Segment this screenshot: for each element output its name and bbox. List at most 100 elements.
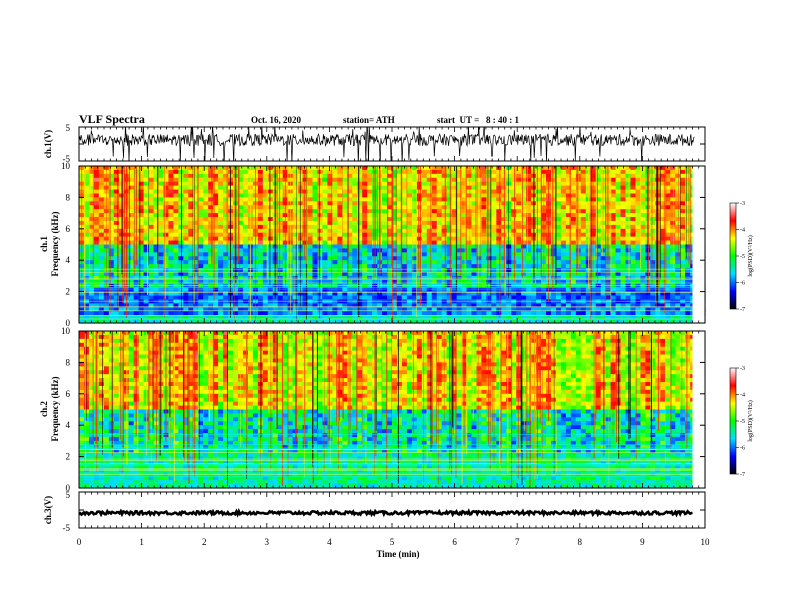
spectrogram-cell bbox=[93, 197, 100, 202]
spectrogram-cell bbox=[183, 244, 189, 250]
spectrogram-cell bbox=[526, 279, 532, 285]
spectrogram-cell bbox=[620, 232, 627, 238]
spectrogram-cell bbox=[158, 201, 165, 206]
spectrogram-cell bbox=[665, 224, 671, 230]
spectrogram-cell bbox=[203, 228, 209, 234]
spectrogram-cell bbox=[560, 279, 567, 285]
spectrogram-cell bbox=[660, 232, 666, 238]
spectrogram-cell bbox=[367, 256, 373, 261]
spectrogram-cell bbox=[163, 264, 170, 269]
spectrogram-cell bbox=[406, 201, 413, 206]
spectrogram-cell bbox=[183, 271, 189, 277]
spectrogram-cell bbox=[327, 205, 333, 210]
spectrogram-cell bbox=[446, 271, 453, 277]
spectrogram-cell bbox=[526, 275, 532, 281]
spectrogram-cell bbox=[471, 217, 478, 222]
spectrogram-cell bbox=[173, 181, 179, 187]
spectrogram-cell bbox=[347, 181, 353, 187]
spectrogram-cell bbox=[506, 193, 512, 198]
spectrogram-cell bbox=[133, 271, 140, 277]
spectrogram-cell bbox=[680, 213, 686, 218]
spectrogram-cell bbox=[411, 193, 418, 198]
spectrogram-cell bbox=[277, 260, 284, 265]
spectrogram-cell bbox=[188, 252, 194, 257]
spectrogram-cell bbox=[466, 244, 473, 250]
spectrogram-cell bbox=[377, 283, 383, 289]
spectrogram-cell bbox=[426, 205, 433, 210]
spectrogram-cell bbox=[670, 260, 676, 265]
spectrogram-cell bbox=[620, 311, 627, 316]
spectrogram-cell bbox=[213, 291, 219, 297]
spectrogram-cell bbox=[466, 232, 473, 238]
spectrogram-cell bbox=[242, 213, 249, 218]
spectrogram-cell bbox=[580, 224, 587, 230]
spectrogram-cell bbox=[526, 201, 532, 206]
spectrogram-cell bbox=[188, 224, 194, 230]
spectrogram-cell bbox=[476, 205, 483, 210]
spectrogram-cell bbox=[406, 287, 413, 293]
spectrogram-cell bbox=[337, 311, 343, 316]
spectrogram-cell bbox=[580, 311, 587, 316]
spectrogram-cell bbox=[377, 275, 383, 281]
spectrogram-cell bbox=[411, 283, 418, 289]
spectrogram-cell bbox=[511, 271, 517, 277]
spectrogram-cell bbox=[426, 248, 433, 253]
spectrogram-cell bbox=[451, 213, 458, 218]
spectrogram-cell bbox=[213, 236, 219, 242]
spectrogram-cell bbox=[675, 283, 681, 289]
spectrogram-cell bbox=[481, 279, 487, 285]
spectrogram-cell bbox=[531, 303, 537, 308]
spectrogram-cell bbox=[496, 205, 502, 210]
spectrogram-cell bbox=[411, 209, 418, 214]
spectrogram-cell bbox=[590, 224, 597, 230]
spectrogram-cell bbox=[481, 264, 487, 269]
spectrogram-cell bbox=[267, 205, 274, 210]
spectrogram-cell bbox=[610, 248, 617, 253]
spectrogram-cell bbox=[595, 181, 602, 187]
spectrogram-cell bbox=[491, 224, 497, 230]
spectrogram-cell bbox=[108, 315, 115, 320]
spectrogram-cell bbox=[252, 319, 259, 324]
spectrogram-cell bbox=[242, 264, 249, 269]
spectrogram-cell bbox=[103, 315, 110, 320]
spectrogram-cell bbox=[476, 264, 483, 269]
spectrogram-cell bbox=[655, 169, 661, 175]
spectrogram-cell bbox=[342, 311, 348, 316]
spectrogram-cell bbox=[521, 169, 527, 175]
spectrogram-cell bbox=[496, 256, 502, 261]
spectrogram-cell bbox=[163, 268, 170, 273]
spectrogram-cell bbox=[128, 311, 135, 316]
spectrogram-cell bbox=[521, 217, 527, 222]
spectrogram-cell bbox=[570, 248, 577, 253]
spectrogram-cell bbox=[322, 228, 329, 234]
spectrogram-cell bbox=[168, 252, 174, 257]
spectrogram-cell bbox=[401, 213, 408, 218]
spectrogram-cell bbox=[113, 217, 120, 222]
spectrogram-cell bbox=[223, 224, 229, 230]
spectrogram-cell bbox=[491, 236, 497, 242]
spectrogram-cell bbox=[521, 205, 527, 210]
spectrogram-cell bbox=[307, 228, 314, 234]
spectrogram-cell bbox=[610, 264, 617, 269]
spectrogram-cell bbox=[372, 295, 378, 301]
spectrogram-cell bbox=[108, 256, 115, 261]
spectrogram-cell bbox=[605, 181, 612, 187]
spectrogram-cell bbox=[640, 268, 646, 273]
spectrogram-cell bbox=[580, 173, 587, 179]
spectrogram-cell bbox=[332, 283, 338, 289]
spectrogram-cell bbox=[342, 173, 348, 179]
spectrogram-cell bbox=[302, 287, 309, 293]
spectrogram-cell bbox=[496, 248, 502, 253]
spectrogram-cell bbox=[401, 224, 408, 230]
spectrogram-cell bbox=[565, 201, 572, 206]
spectrogram-cell bbox=[431, 303, 438, 308]
spectrogram-cell bbox=[650, 185, 656, 191]
spectrogram-cell bbox=[387, 189, 393, 195]
spectrogram-cell bbox=[352, 209, 358, 214]
spectrogram-cell bbox=[446, 201, 453, 206]
spectrogram-cell bbox=[322, 303, 329, 308]
spectrogram-cell bbox=[685, 315, 691, 320]
spectrogram-cell bbox=[148, 244, 155, 250]
spectrogram-cell bbox=[506, 279, 512, 285]
